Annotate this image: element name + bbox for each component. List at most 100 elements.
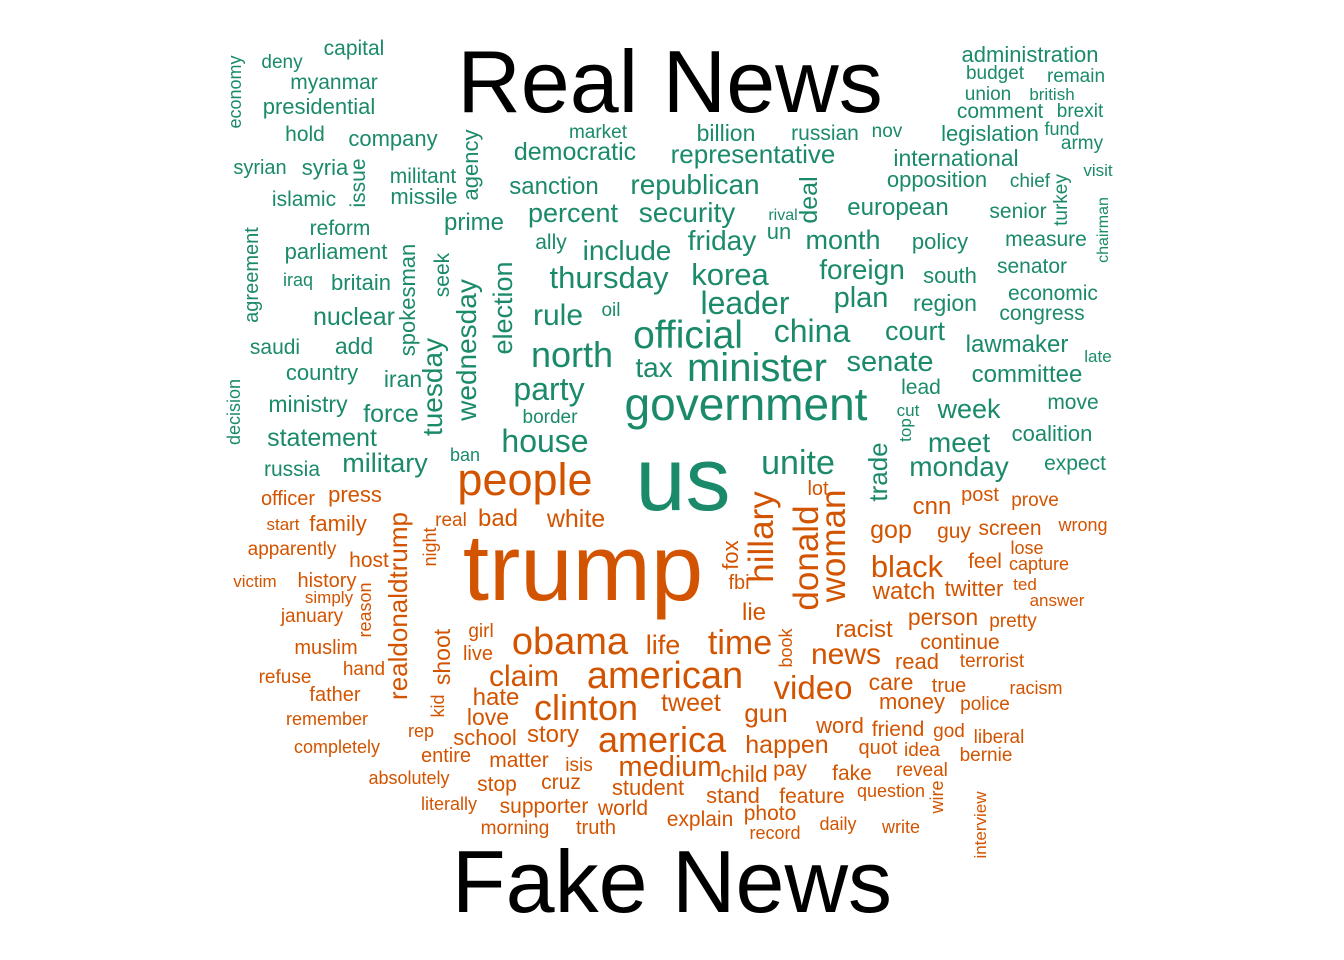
word-fake-absolutely: absolutely bbox=[368, 768, 449, 788]
word-real-oil: oil bbox=[601, 300, 620, 321]
word-real-sanction: sanction bbox=[509, 173, 598, 200]
word-real-market: market bbox=[569, 122, 628, 143]
word-real-leader: leader bbox=[701, 285, 790, 321]
word-real-missile: missile bbox=[390, 184, 457, 209]
word-fake-happen: happen bbox=[745, 731, 828, 759]
word-fake-lie: lie bbox=[742, 599, 766, 626]
word-real-saudi: saudi bbox=[250, 336, 300, 359]
word-fake-history: history bbox=[298, 570, 357, 592]
word-fake-terrorist: terrorist bbox=[960, 651, 1025, 672]
word-real-agreement: agreement bbox=[241, 227, 263, 323]
word-fake-liberal: liberal bbox=[974, 727, 1025, 748]
word-fake-idea: idea bbox=[904, 740, 940, 761]
word-fake-racism: racism bbox=[1010, 678, 1063, 698]
word-real-presidential: presidential bbox=[263, 94, 376, 119]
word-fake-student: student bbox=[612, 775, 684, 800]
word-real-unite: unite bbox=[761, 444, 835, 482]
word-real-rival: rival bbox=[768, 207, 797, 224]
title-real-news: Real News bbox=[457, 32, 882, 131]
word-fake-interview: interview bbox=[971, 791, 990, 859]
word-real-military: military bbox=[342, 448, 428, 478]
word-real-visit: visit bbox=[1083, 161, 1113, 180]
word-real-company: company bbox=[348, 126, 437, 151]
word-real-opposition: opposition bbox=[887, 167, 987, 192]
word-fake-feel: feel bbox=[968, 550, 1002, 573]
word-fake-read: read bbox=[895, 649, 939, 674]
word-fake-guy: guy bbox=[937, 520, 971, 543]
word-real-move: move bbox=[1047, 391, 1098, 414]
word-real-syria: syria bbox=[302, 155, 349, 180]
word-fake-donald: donald bbox=[787, 505, 826, 610]
word-real-turkey: turkey bbox=[1051, 174, 1072, 226]
word-real-chairman: chairman bbox=[1095, 197, 1112, 263]
word-real-month: month bbox=[805, 225, 880, 255]
word-real-late: late bbox=[1084, 347, 1111, 366]
word-fake-night: night bbox=[420, 527, 440, 566]
word-real-monday: monday bbox=[909, 451, 1009, 482]
word-real-include: include bbox=[583, 235, 672, 266]
word-real-seek: seek bbox=[431, 252, 454, 297]
word-fake-rep: rep bbox=[408, 721, 434, 741]
word-fake-shoot: shoot bbox=[429, 628, 455, 685]
word-fake-continue: continue bbox=[920, 631, 999, 654]
word-real-administration: administration bbox=[962, 42, 1099, 67]
word-real-korea: korea bbox=[691, 257, 769, 292]
word-fake-child: child bbox=[720, 761, 767, 787]
word-fake-completely: completely bbox=[294, 737, 380, 757]
word-fake-america: america bbox=[598, 719, 727, 760]
word-real-official: official bbox=[633, 314, 743, 357]
word-fake-bernie: bernie bbox=[960, 745, 1013, 766]
word-fake-isis: isis bbox=[565, 755, 592, 776]
word-real-economy: economy bbox=[225, 55, 245, 128]
word-fake-supporter: supporter bbox=[500, 795, 589, 818]
word-fake-gop: gop bbox=[870, 516, 912, 544]
word-real-russia: russia bbox=[264, 458, 320, 481]
word-real-country: country bbox=[286, 360, 358, 385]
word-real-international: international bbox=[893, 145, 1018, 171]
word-fake-love: love bbox=[467, 704, 509, 730]
word-fake-january: january bbox=[280, 606, 344, 627]
word-fake-record: record bbox=[749, 823, 800, 843]
word-fake-life: life bbox=[646, 630, 681, 660]
word-real-issue: issue bbox=[347, 158, 370, 207]
word-real-nuclear: nuclear bbox=[313, 303, 395, 331]
word-real-billion: billion bbox=[697, 120, 756, 146]
word-real-us: us bbox=[635, 430, 730, 530]
word-fake-american: american bbox=[587, 655, 743, 697]
word-fake-girl: girl bbox=[468, 621, 493, 642]
word-real-government: government bbox=[625, 378, 868, 430]
word-real-policy: policy bbox=[912, 229, 968, 254]
word-fake-feature: feature bbox=[779, 785, 844, 808]
word-real-congress: congress bbox=[999, 302, 1084, 325]
word-real-coalition: coalition bbox=[1012, 421, 1093, 446]
word-real-syrian: syrian bbox=[233, 157, 286, 179]
word-fake-ted: ted bbox=[1013, 575, 1037, 594]
word-fake-post: post bbox=[961, 484, 999, 506]
word-fake-literally: literally bbox=[421, 794, 477, 814]
word-real-iraq: iraq bbox=[283, 270, 313, 290]
word-real-foreign: foreign bbox=[819, 254, 905, 285]
word-real-expect: expect bbox=[1044, 452, 1106, 475]
word-fake-matter: matter bbox=[489, 749, 549, 772]
word-real-friday: friday bbox=[688, 225, 756, 256]
word-fake-hate: hate bbox=[473, 684, 520, 711]
word-fake-fox: fox bbox=[718, 540, 743, 569]
word-real-border: border bbox=[523, 407, 579, 428]
word-fake-cnn: cnn bbox=[913, 493, 952, 520]
word-real-cut: cut bbox=[897, 401, 920, 420]
word-fake-apparently: apparently bbox=[248, 539, 337, 560]
word-real-trade: trade bbox=[863, 442, 893, 501]
word-real-week: week bbox=[936, 394, 1001, 424]
word-fake-father: father bbox=[309, 684, 360, 706]
word-fake-twitter: twitter bbox=[945, 576, 1004, 601]
word-real-ban: ban bbox=[450, 445, 480, 465]
word-real-region: region bbox=[913, 290, 977, 316]
word-fake-realdonaldtrump: realdonaldtrump bbox=[383, 512, 413, 700]
word-real-ally: ally bbox=[535, 231, 567, 254]
word-fake-victim: victim bbox=[233, 572, 276, 591]
word-real-budget: budget bbox=[966, 63, 1025, 84]
word-fake-time: time bbox=[708, 624, 772, 662]
word-fake-tweet: tweet bbox=[661, 689, 721, 717]
word-fake-answer: answer bbox=[1030, 591, 1085, 610]
